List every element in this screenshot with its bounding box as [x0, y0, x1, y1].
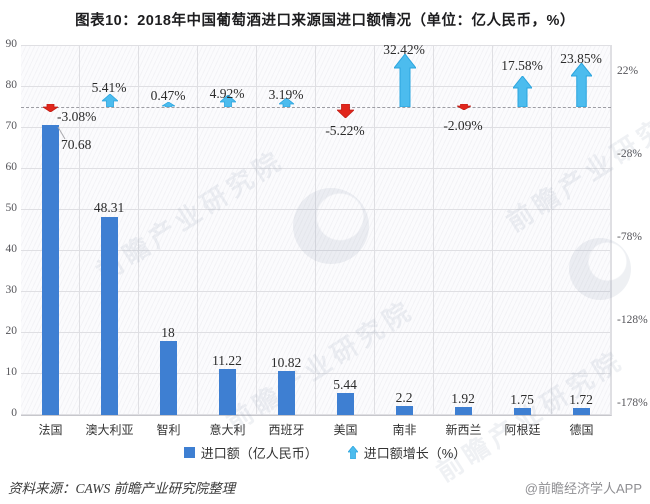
right-axis-tick: -178% — [617, 397, 648, 409]
bar-france — [42, 125, 59, 415]
category-label-germany: 德国 — [569, 423, 594, 437]
attribution: @前瞻经济学人APP — [524, 481, 642, 496]
chart-title: 图表10：2018年中国葡萄酒进口来源国进口额情况（单位：亿人民币，%） — [75, 13, 575, 29]
bar-new-zealand — [455, 407, 472, 415]
bar-italy — [219, 369, 236, 415]
growth-label-germany: 23.85% — [560, 51, 602, 66]
legend-label: 进口额增长（%） — [363, 446, 467, 461]
legend-item-growth: 进口额增长（%） — [347, 443, 467, 462]
category-label-south-africa: 南非 — [392, 423, 417, 437]
watermark-text: 前瞻产业研究院 — [501, 94, 650, 238]
growth-label-new-zealand: -2.09% — [443, 118, 483, 133]
left-axis-tick: 10 — [5, 366, 18, 378]
growth-arrow-down-icon — [337, 104, 354, 118]
category-label-australia: 澳大利亚 — [85, 423, 134, 437]
growth-arrow-up-icon — [393, 54, 416, 107]
growth-label-australia: 5.41% — [91, 80, 127, 95]
growth-arrow-up-icon — [162, 102, 175, 107]
value-label-germany: 1.72 — [569, 392, 593, 407]
growth-arrow-up-icon — [571, 63, 592, 107]
growth-label-france: -3.08% — [57, 109, 97, 124]
growth-label-chile: 0.47% — [150, 88, 186, 103]
left-axis-tick: 0 — [11, 407, 17, 419]
category-label-usa: 美国 — [333, 423, 358, 437]
growth-arrow-up-icon — [219, 95, 236, 107]
legend-item-import-value: 进口额（亿人民币） — [183, 443, 318, 462]
value-label-new-zealand: 1.92 — [451, 391, 475, 406]
right-axis-tick: -128% — [617, 314, 648, 326]
value-label-chile: 18 — [161, 325, 175, 340]
category-label-new-zealand: 新西兰 — [445, 423, 482, 437]
right-axis-tick: -78% — [617, 231, 642, 243]
growth-label-south-africa: 32.42% — [383, 42, 425, 57]
right-axis-tick: -28% — [617, 148, 642, 160]
left-axis-tick: 90 — [5, 38, 18, 50]
right-axis-tick: 22% — [617, 65, 639, 77]
growth-arrow-down-icon — [43, 104, 58, 112]
legend: 进口额（亿人民币） 进口额增长（%） — [0, 443, 650, 462]
value-label-usa: 5.44 — [333, 377, 357, 392]
bar-usa — [337, 393, 354, 415]
bar-south-africa — [396, 406, 413, 415]
value-label-france: 70.68 — [61, 137, 92, 152]
value-label-spain: 10.82 — [270, 355, 302, 370]
category-label-italy: 意大利 — [209, 423, 246, 437]
left-axis-tick: 80 — [5, 79, 18, 91]
category-label-spain: 西班牙 — [268, 423, 305, 437]
legend-label: 进口额（亿人民币） — [200, 446, 318, 461]
left-axis-tick: 70 — [5, 120, 18, 132]
bar-swatch-icon — [183, 447, 195, 458]
label-leader-line — [57, 126, 66, 140]
watermark-logo — [569, 238, 631, 300]
watermark-logo — [293, 188, 369, 264]
up-arrow-icon — [347, 446, 358, 459]
left-axis-tick: 50 — [5, 202, 18, 214]
growth-label-usa: -5.22% — [325, 123, 365, 138]
left-axis-tick: 60 — [5, 161, 18, 173]
growth-arrow-up-icon — [101, 94, 118, 107]
growth-arrow-up-icon — [279, 98, 294, 107]
bar-chile — [160, 341, 177, 415]
growth-label-italy: 4.92% — [209, 86, 245, 101]
left-axis-tick: 20 — [5, 325, 18, 337]
value-label-south-africa: 2.2 — [395, 390, 413, 405]
value-label-argentina: 1.75 — [510, 392, 534, 407]
bar-germany — [573, 408, 590, 415]
category-label-chile: 智利 — [156, 423, 181, 437]
bar-spain — [278, 371, 295, 415]
bar-australia — [101, 217, 118, 415]
value-label-australia: 48.31 — [93, 200, 125, 215]
value-label-italy: 11.22 — [212, 353, 242, 368]
plot-area: 前瞻产业研究院 前瞻产业研究院 前瞻产业研究院 前瞻产业研究院 70.68 48… — [21, 42, 650, 487]
bar-argentina — [514, 408, 531, 415]
category-label-argentina: 阿根廷 — [504, 423, 541, 437]
left-axis-tick: 40 — [5, 243, 18, 255]
left-axis-tick: 30 — [5, 284, 18, 296]
growth-arrow-down-icon — [456, 104, 471, 110]
growth-label-spain: 3.19% — [268, 87, 304, 102]
growth-arrow-up-icon — [513, 76, 532, 107]
category-label-france: 法国 — [38, 423, 63, 437]
zero-growth-line — [21, 107, 611, 108]
source-note: 资料来源：CAWS 前瞻产业研究院整理 — [8, 481, 236, 496]
growth-label-argentina: 17.58% — [501, 58, 543, 73]
